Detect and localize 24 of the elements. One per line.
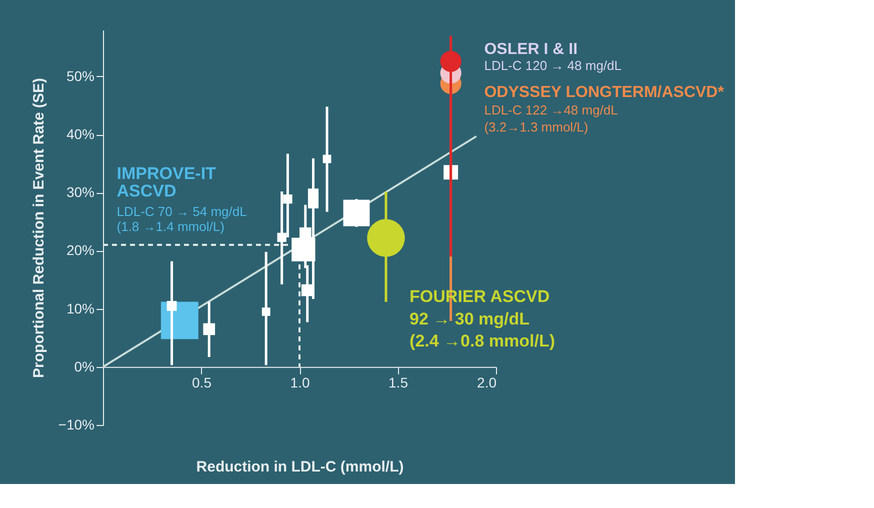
y-tick-label: 30%	[66, 184, 94, 200]
x-tick-label: 2.0	[477, 374, 497, 390]
annotation: ASCVD	[116, 181, 176, 200]
x-tick-label: 1.5	[388, 374, 408, 390]
x-tick-label: 0.5	[192, 374, 212, 390]
x-tick-label: 1.0	[290, 374, 310, 390]
annotation: (3.2→1.3 mmol/L)	[484, 120, 588, 135]
y-tick-label: 0%	[74, 358, 94, 374]
annotation: LDL-C 122 →48 mg/dL	[484, 102, 618, 118]
y-tick-label: 40%	[66, 126, 94, 142]
y-tick-label: 20%	[66, 242, 94, 258]
y-tick-label: −10%	[58, 416, 94, 432]
annotation: (2.4 →0.8 mmol/L)	[410, 331, 556, 350]
y-tick-label: 10%	[66, 300, 94, 316]
annotation: ODYSSEY LONGTERM/ASCVD*	[484, 84, 725, 102]
annotation: 92 → 30 mg/dL	[410, 309, 530, 328]
annotation: (1.8 →1.4 mmol/L)	[116, 218, 224, 234]
annotation: IMPROVE-IT	[116, 164, 217, 184]
annotation: LDL-C 70 → 54 mg/dL	[116, 204, 247, 219]
annotation: OSLER I & II	[484, 41, 578, 58]
x-axis-title: Reduction in LDL-C (mmol/L)	[196, 458, 404, 476]
y-tick-label: 50%	[66, 68, 94, 84]
y-axis-title: Proportional Reduction in Event Rate (SE)	[30, 78, 48, 378]
annotation: LDL-C 120 → 48 mg/dL	[484, 58, 622, 74]
